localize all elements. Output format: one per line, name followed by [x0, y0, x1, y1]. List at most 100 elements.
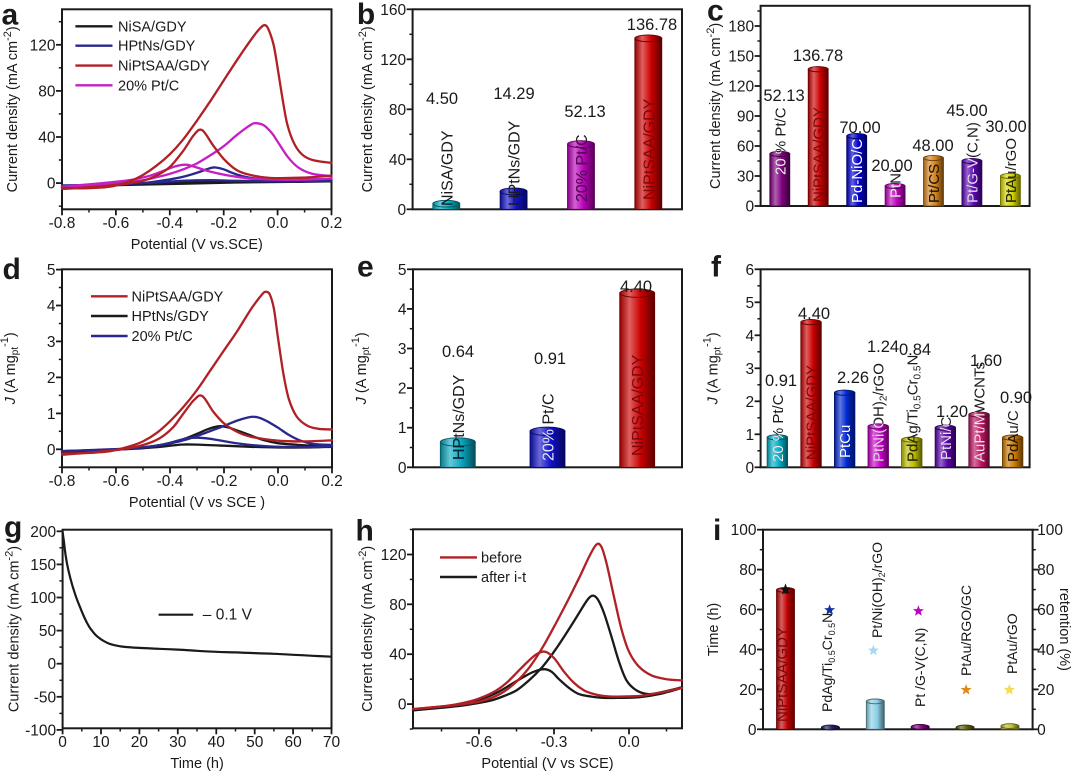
svg-text:136.78: 136.78	[627, 16, 677, 34]
svg-text:40: 40	[38, 130, 56, 147]
svg-text:0.84: 0.84	[899, 341, 931, 359]
svg-text:70.00: 70.00	[839, 119, 880, 137]
svg-text:PdAu/C: PdAu/C	[1005, 410, 1022, 462]
svg-text:0.0: 0.0	[267, 473, 289, 490]
svg-text:2: 2	[398, 381, 407, 398]
svg-text:4: 4	[745, 328, 754, 345]
svg-text:PtCu: PtCu	[837, 425, 854, 458]
svg-text:150: 150	[728, 49, 754, 66]
svg-text:3: 3	[47, 334, 56, 351]
svg-text:20: 20	[739, 682, 757, 699]
svg-text:14.29: 14.29	[493, 85, 534, 103]
svg-text:0: 0	[397, 202, 406, 219]
svg-text:0: 0	[745, 199, 754, 216]
svg-text:0: 0	[745, 460, 754, 477]
svg-text:0: 0	[1037, 722, 1046, 739]
svg-text:2.26: 2.26	[837, 369, 869, 387]
svg-text:d: d	[3, 253, 21, 286]
svg-text:PdAu/C: PdAu/C	[1005, 410, 1022, 462]
svg-text:20% Pt/C: 20% Pt/C	[132, 329, 193, 345]
svg-text:-0.6: -0.6	[466, 734, 493, 751]
svg-text:b: b	[357, 0, 375, 31]
svg-text:-0.4: -0.4	[156, 215, 183, 232]
svg-text:40: 40	[1037, 642, 1055, 659]
svg-text:0: 0	[398, 697, 407, 714]
svg-text:PdAg/Ti0.5​Cr0.5​N: PdAg/Ti0.5​Cr0.5​N	[819, 613, 837, 712]
svg-text:0.2: 0.2	[321, 215, 343, 232]
svg-text:90: 90	[737, 109, 755, 126]
svg-text:PtNi/C: PtNi/C	[938, 416, 955, 460]
svg-text:HPtNs/GDY: HPtNs/GDY	[118, 39, 196, 55]
svg-text:60: 60	[739, 602, 757, 619]
svg-text:AuPt/MWCNTs: AuPt/MWCNTs	[972, 362, 989, 462]
svg-text:1: 1	[398, 420, 407, 437]
svg-text:200: 200	[30, 524, 56, 541]
svg-text:Pt/G-V(C,N): Pt/G-V(C,N)	[964, 122, 981, 203]
svg-text:c: c	[707, 0, 724, 28]
svg-text:4: 4	[398, 301, 407, 318]
svg-text:20% Pt/C: 20% Pt/C	[541, 393, 558, 461]
svg-text:20: 20	[131, 734, 149, 751]
svg-text:0.2: 0.2	[321, 473, 343, 490]
svg-text:20: 20	[1037, 682, 1055, 699]
svg-text:AuPt/MWCNTs: AuPt/MWCNTs	[972, 362, 989, 462]
svg-text:Current density (mA cm-2​): Current density (mA cm-2​)	[357, 546, 376, 712]
svg-text:Pt/CS: Pt/CS	[926, 164, 943, 203]
svg-text:1.24: 1.24	[867, 338, 899, 356]
svg-text:70: 70	[323, 734, 341, 751]
svg-text:NiSA/GDY: NiSA/GDY	[439, 130, 456, 206]
svg-text:Pt/CS: Pt/CS	[926, 164, 943, 203]
svg-text:1: 1	[47, 406, 56, 423]
svg-text:-0.8: -0.8	[49, 473, 76, 490]
svg-text:before: before	[481, 550, 522, 566]
svg-text:80: 80	[389, 102, 407, 119]
svg-text:20 % Pt/C: 20 % Pt/C	[772, 107, 789, 175]
svg-text:20.00: 20.00	[871, 157, 912, 175]
svg-text:20 % Pt/C: 20 % Pt/C	[770, 394, 787, 462]
svg-text:e: e	[357, 251, 374, 284]
svg-text:Current density (mA cm-2​): Current density (mA cm-2​)	[2, 26, 21, 192]
svg-text:1.60: 1.60	[970, 352, 1002, 370]
svg-text:NiPtSAA/GDY: NiPtSAA/GDY	[811, 107, 828, 202]
svg-text:5: 5	[398, 262, 407, 279]
svg-text:60: 60	[737, 139, 755, 156]
svg-text:NiSA/GDY: NiSA/GDY	[118, 19, 187, 35]
svg-text:-0.6: -0.6	[103, 215, 130, 232]
svg-text:3: 3	[398, 341, 407, 358]
svg-text:0.0: 0.0	[618, 734, 640, 751]
svg-text:NiPtSAA/GDY: NiPtSAA/GDY	[630, 354, 647, 456]
svg-text:30: 30	[169, 734, 187, 751]
svg-text:NiPtSAA/GDY: NiPtSAA/GDY	[804, 365, 821, 460]
svg-text:30: 30	[737, 169, 755, 186]
svg-text:PtNi(OH)2​/rGO: PtNi(OH)2​/rGO	[871, 363, 890, 462]
svg-text:40: 40	[389, 152, 407, 169]
svg-text:0.91: 0.91	[534, 350, 566, 368]
svg-text:120: 120	[381, 547, 407, 564]
svg-text:0.0: 0.0	[267, 215, 289, 232]
svg-text:50: 50	[246, 734, 264, 751]
svg-text:0: 0	[58, 734, 67, 751]
svg-text:HPtNs/GDY: HPtNs/GDY	[451, 374, 468, 460]
svg-text:0: 0	[398, 460, 407, 477]
svg-text:HPtNs/GDY: HPtNs/GDY	[507, 120, 524, 206]
svg-text:i: i	[713, 514, 721, 547]
svg-text:-0.3: -0.3	[541, 734, 568, 751]
svg-text:-0.4: -0.4	[157, 473, 184, 490]
svg-text:PdAg/Ti0.5​Cr0.5​N: PdAg/Ti0.5​Cr0.5​N	[904, 355, 923, 462]
svg-text:NiPtSAA/GDY: NiPtSAA/GDY	[641, 98, 658, 200]
svg-text:100: 100	[30, 590, 56, 607]
svg-text:52.13: 52.13	[564, 103, 605, 121]
svg-text:52.13: 52.13	[763, 87, 804, 105]
svg-text:4: 4	[47, 298, 56, 315]
svg-text:0.64: 0.64	[442, 343, 474, 361]
svg-text:20 % Pt/C: 20 % Pt/C	[770, 394, 787, 462]
svg-text:a: a	[2, 0, 19, 31]
svg-text:50: 50	[39, 623, 57, 640]
svg-text:HPtNs/GDY: HPtNs/GDY	[451, 374, 468, 460]
svg-text:f: f	[711, 251, 722, 284]
svg-text:Current density (mA cm-2​): Current density (mA cm-2​)	[705, 23, 724, 189]
svg-text:80: 80	[38, 83, 56, 100]
svg-text:0: 0	[47, 176, 56, 193]
svg-text:136.78: 136.78	[793, 47, 843, 65]
svg-text:60: 60	[284, 734, 302, 751]
